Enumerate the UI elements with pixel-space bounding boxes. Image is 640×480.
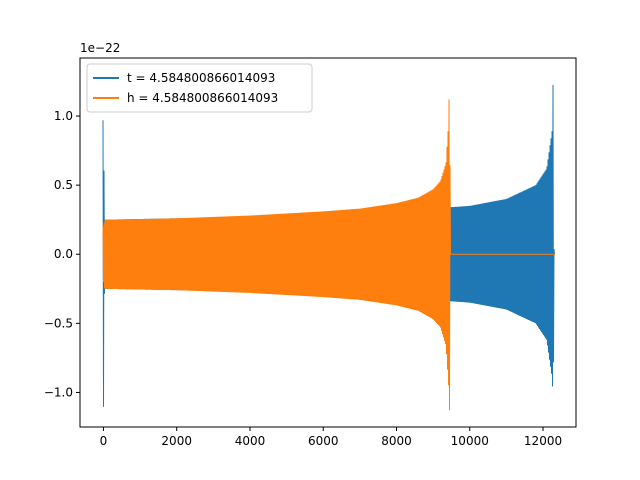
series-line-1 [102, 99, 555, 411]
y-offset-label: 1e−22 [80, 41, 120, 55]
x-tick-label: 10000 [451, 434, 489, 448]
y-tick-label: −1.0 [44, 385, 73, 399]
legend-label: h = 4.584800866014093 [127, 91, 278, 105]
plot-area [102, 84, 555, 411]
axis-ticks: 0 2000 4000 6000 8000 10000 12000 −1.0 −0.5 0.0 0.… [44, 109, 562, 448]
y-tick-label: 0.0 [54, 247, 73, 261]
y-tick-label: 1.0 [54, 109, 73, 123]
x-tick-label: 0 [100, 434, 108, 448]
axes-frame [79, 57, 577, 428]
legend: t = 4.584800866014093 h = 4.5848008660140… [86, 63, 313, 113]
y-tick-label: 0.5 [54, 178, 73, 192]
x-tick-label: 12000 [524, 434, 562, 448]
legend-label: t = 4.584800866014093 [127, 71, 275, 85]
legend-box [86, 63, 313, 113]
y-tick-label: −0.5 [44, 316, 73, 330]
x-tick-label: 2000 [161, 434, 192, 448]
x-tick-label: 6000 [308, 434, 339, 448]
x-tick-label: 8000 [381, 434, 412, 448]
x-tick-label: 4000 [235, 434, 266, 448]
